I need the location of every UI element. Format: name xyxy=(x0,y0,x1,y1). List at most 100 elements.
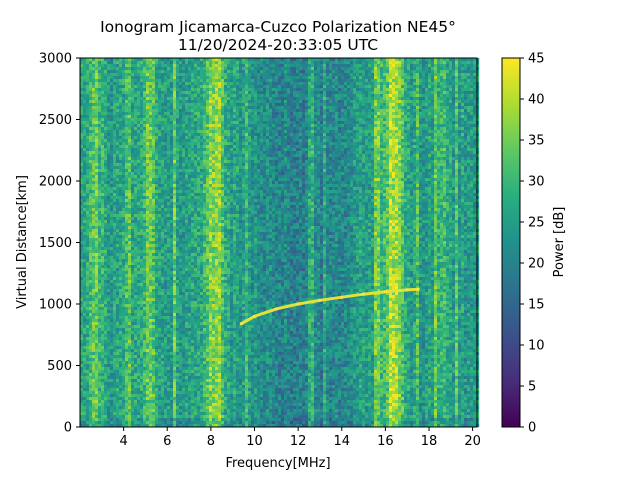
heatmap-cell xyxy=(92,91,96,95)
heatmap-cell xyxy=(104,232,108,236)
heatmap-cell xyxy=(131,172,135,176)
heatmap-cell xyxy=(161,277,165,281)
heatmap-cell xyxy=(80,376,84,380)
heatmap-cell xyxy=(98,334,102,338)
heatmap-cell xyxy=(158,94,162,98)
heatmap-cell xyxy=(119,88,123,92)
heatmap-cell xyxy=(155,370,159,374)
heatmap-cell xyxy=(176,115,180,119)
heatmap-cell xyxy=(158,361,162,365)
heatmap-cell xyxy=(113,262,117,266)
heatmap-cell xyxy=(119,238,123,242)
heatmap-cell xyxy=(197,406,201,410)
heatmap-cell xyxy=(152,310,156,314)
heatmap-cell xyxy=(119,58,123,62)
heatmap-cell xyxy=(113,403,117,407)
heatmap-cell xyxy=(194,394,198,398)
heatmap-cell xyxy=(179,388,183,392)
heatmap-cell xyxy=(170,337,174,341)
heatmap-cell xyxy=(92,148,96,152)
heatmap-cell xyxy=(149,370,153,374)
heatmap-cell xyxy=(104,271,108,275)
heatmap-cell xyxy=(161,142,165,146)
heatmap-cell xyxy=(122,124,126,128)
heatmap-cell xyxy=(137,157,141,161)
heatmap-cell xyxy=(146,376,150,380)
heatmap-cell xyxy=(101,121,105,125)
heatmap-cell xyxy=(176,415,180,419)
heatmap-cell xyxy=(146,184,150,188)
heatmap-cell xyxy=(149,208,153,212)
heatmap-cell xyxy=(155,100,159,104)
heatmap-cell xyxy=(107,349,111,353)
heatmap-cell xyxy=(92,67,96,71)
heatmap-cell xyxy=(164,133,168,137)
heatmap-cell xyxy=(128,328,132,332)
heatmap-cell xyxy=(161,193,165,197)
heatmap-cell xyxy=(182,301,186,305)
heatmap-cell xyxy=(104,376,108,380)
heatmap-cell xyxy=(143,157,147,161)
heatmap-cell xyxy=(191,118,195,122)
heatmap-cell xyxy=(101,115,105,119)
heatmap-cell xyxy=(119,85,123,89)
heatmap-cell xyxy=(95,160,99,164)
heatmap-cell xyxy=(170,208,174,212)
heatmap-cell xyxy=(95,205,99,209)
heatmap-cell xyxy=(83,97,87,101)
heatmap-cell xyxy=(89,127,93,131)
heatmap-cell xyxy=(161,70,165,74)
heatmap-cell xyxy=(104,337,108,341)
heatmap-cell xyxy=(137,94,141,98)
heatmap-cell xyxy=(167,370,171,374)
heatmap-cell xyxy=(167,295,171,299)
heatmap-cell xyxy=(125,82,129,86)
heatmap-cell xyxy=(83,226,87,230)
heatmap-cell xyxy=(170,70,174,74)
heatmap-cell xyxy=(101,88,105,92)
heatmap-cell xyxy=(134,85,138,89)
heatmap-cell xyxy=(191,238,195,242)
heatmap-cell xyxy=(101,64,105,68)
heatmap-cell xyxy=(134,334,138,338)
heatmap-cell xyxy=(83,421,87,425)
heatmap-cell xyxy=(143,151,147,155)
heatmap-cell xyxy=(143,100,147,104)
heatmap-cell xyxy=(182,421,186,425)
heatmap-cell xyxy=(185,190,189,194)
heatmap-cell xyxy=(149,340,153,344)
heatmap-cell xyxy=(86,358,90,362)
heatmap-cell xyxy=(131,352,135,356)
heatmap-cell xyxy=(185,139,189,143)
heatmap-cell xyxy=(95,244,99,248)
heatmap-cell xyxy=(104,151,108,155)
heatmap-cell xyxy=(113,322,117,326)
heatmap-cell xyxy=(101,310,105,314)
heatmap-cell xyxy=(185,412,189,416)
heatmap-cell xyxy=(158,337,162,341)
heatmap-cell xyxy=(155,256,159,260)
heatmap-cell xyxy=(200,217,204,221)
heatmap-cell xyxy=(182,241,186,245)
heatmap-cell xyxy=(98,388,102,392)
heatmap-cell xyxy=(167,256,171,260)
heatmap-cell xyxy=(83,193,87,197)
heatmap-cell xyxy=(131,241,135,245)
heatmap-cell xyxy=(92,88,96,92)
heatmap-cell xyxy=(191,184,195,188)
heatmap-cell xyxy=(143,232,147,236)
heatmap-cell xyxy=(197,139,201,143)
heatmap-cell xyxy=(161,328,165,332)
heatmap-cell xyxy=(128,349,132,353)
heatmap-cell xyxy=(173,265,177,269)
heatmap-cell xyxy=(113,271,117,275)
heatmap-cell xyxy=(116,196,120,200)
heatmap-cell xyxy=(116,109,120,113)
heatmap-cell xyxy=(188,184,192,188)
heatmap-cell xyxy=(164,370,168,374)
heatmap-cell xyxy=(146,274,150,278)
heatmap-cell xyxy=(152,301,156,305)
heatmap-cell xyxy=(95,82,99,86)
heatmap-cell xyxy=(200,58,204,62)
heatmap-cell xyxy=(161,373,165,377)
